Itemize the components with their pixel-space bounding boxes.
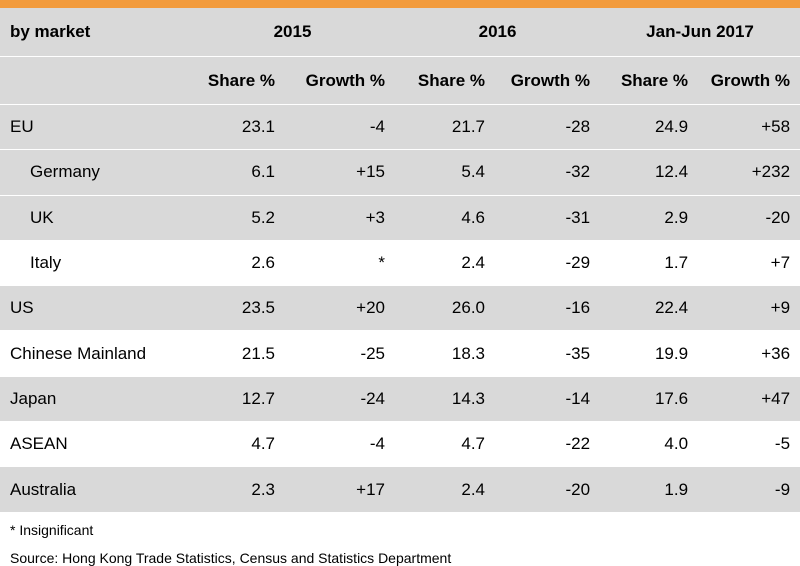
- table-row: Italy 2.6 * 2.4 -29 1.7 +7: [0, 239, 800, 286]
- share-2017: 1.9: [600, 466, 699, 512]
- market-share-table: by market 2015 2016 Jan-Jun 2017 Share %…: [0, 8, 800, 512]
- share-2016: 2.4: [395, 466, 496, 512]
- table-row: UK 5.2 +3 4.6 -31 2.9 -20: [0, 194, 800, 241]
- growth-2016: -32: [495, 149, 601, 196]
- growth-2016: -31: [495, 194, 601, 241]
- share-2016: 4.7: [395, 421, 496, 467]
- market-name: Chinese Mainland: [0, 330, 190, 377]
- growth-2016: -20: [495, 466, 601, 512]
- share-2017: 1.7: [600, 239, 699, 286]
- table-row: US 23.5 +20 26.0 -16 22.4 +9: [0, 285, 800, 331]
- header-share-2016: Share %: [395, 56, 496, 105]
- share-2015: 4.7: [190, 421, 285, 467]
- market-name: Italy: [0, 239, 190, 286]
- growth-2017: +36: [698, 330, 800, 377]
- share-2015: 23.5: [190, 285, 285, 331]
- growth-2015: *: [285, 239, 396, 286]
- market-name: US: [0, 285, 190, 331]
- share-2017: 2.9: [600, 194, 699, 241]
- market-name: Germany: [0, 149, 190, 196]
- growth-2017: +58: [698, 103, 800, 150]
- header-growth-2016: Growth %: [495, 56, 601, 105]
- orange-top-bar: [0, 0, 800, 8]
- growth-2016: -14: [495, 375, 601, 422]
- header-growth-2015: Growth %: [285, 56, 396, 105]
- growth-2017: -5: [698, 421, 800, 467]
- share-2015: 6.1: [190, 149, 285, 196]
- growth-2017: +47: [698, 375, 800, 422]
- share-2015: 2.3: [190, 466, 285, 512]
- header-year-2015: 2015: [190, 8, 396, 57]
- share-2017: 17.6: [600, 375, 699, 422]
- growth-2015: -25: [285, 330, 396, 377]
- growth-2016: -16: [495, 285, 601, 331]
- table-row: Japan 12.7 -24 14.3 -14 17.6 +47: [0, 375, 800, 422]
- header-share-2015: Share %: [190, 56, 285, 105]
- market-name: Japan: [0, 375, 190, 422]
- growth-2015: +17: [285, 466, 396, 512]
- table-row: EU 23.1 -4 21.7 -28 24.9 +58: [0, 103, 800, 150]
- share-2016: 4.6: [395, 194, 496, 241]
- share-2015: 12.7: [190, 375, 285, 422]
- header-year-jan-jun-2017: Jan-Jun 2017: [600, 8, 800, 57]
- growth-2016: -35: [495, 330, 601, 377]
- table-row: ASEAN 4.7 -4 4.7 -22 4.0 -5: [0, 421, 800, 467]
- share-2016: 2.4: [395, 239, 496, 286]
- share-2016: 26.0: [395, 285, 496, 331]
- growth-2015: +3: [285, 194, 396, 241]
- market-name: EU: [0, 103, 190, 150]
- table-row: Australia 2.3 +17 2.4 -20 1.9 -9: [0, 466, 800, 512]
- share-2017: 24.9: [600, 103, 699, 150]
- source-note: Source: Hong Kong Trade Statistics, Cens…: [10, 549, 452, 566]
- share-2015: 5.2: [190, 194, 285, 241]
- growth-2015: +20: [285, 285, 396, 331]
- share-2016: 18.3: [395, 330, 496, 377]
- header-by-market: by market: [0, 8, 190, 57]
- share-2015: 2.6: [190, 239, 285, 286]
- growth-2017: +9: [698, 285, 800, 331]
- growth-2017: -20: [698, 194, 800, 241]
- growth-2015: -4: [285, 103, 396, 150]
- share-2016: 21.7: [395, 103, 496, 150]
- growth-2016: -29: [495, 239, 601, 286]
- market-name: ASEAN: [0, 421, 190, 467]
- growth-2015: +15: [285, 149, 396, 196]
- header-growth-2017: Growth %: [698, 56, 800, 105]
- growth-2015: -24: [285, 375, 396, 422]
- table-row: Germany 6.1 +15 5.4 -32 12.4 +232: [0, 149, 800, 196]
- growth-2016: -22: [495, 421, 601, 467]
- growth-2017: +7: [698, 239, 800, 286]
- share-2017: 22.4: [600, 285, 699, 331]
- market-name: UK: [0, 194, 190, 241]
- header-year-2016: 2016: [395, 8, 601, 57]
- share-2017: 12.4: [600, 149, 699, 196]
- market-name: Australia: [0, 466, 190, 512]
- share-2017: 4.0: [600, 421, 699, 467]
- header-blank: [0, 56, 190, 105]
- growth-2017: +232: [698, 149, 800, 196]
- header-share-2017: Share %: [600, 56, 699, 105]
- growth-2017: -9: [698, 466, 800, 512]
- share-2017: 19.9: [600, 330, 699, 377]
- share-2016: 14.3: [395, 375, 496, 422]
- growth-2015: -4: [285, 421, 396, 467]
- share-2015: 21.5: [190, 330, 285, 377]
- insignificant-footnote: * Insignificant: [10, 521, 94, 538]
- share-2016: 5.4: [395, 149, 496, 196]
- table-row: Chinese Mainland 21.5 -25 18.3 -35 19.9 …: [0, 330, 800, 377]
- share-2015: 23.1: [190, 103, 285, 150]
- growth-2016: -28: [495, 103, 601, 150]
